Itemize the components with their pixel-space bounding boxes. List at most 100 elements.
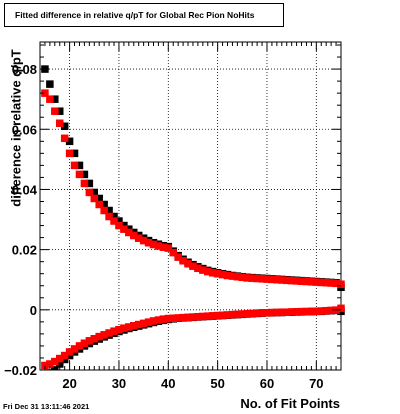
data-point [233, 272, 242, 281]
data-point [55, 119, 64, 127]
data-point [179, 313, 187, 322]
data-point [258, 309, 266, 317]
x-axis-label: No. of Fit Points [240, 396, 340, 411]
data-point [95, 194, 103, 203]
data-point [327, 279, 335, 287]
data-point [184, 260, 192, 268]
data-point [55, 107, 64, 115]
data-point [110, 327, 118, 335]
data-point [312, 307, 321, 316]
data-point [174, 314, 182, 322]
data-point [213, 269, 222, 278]
data-point [199, 266, 207, 274]
data-point [164, 244, 173, 252]
data-points [41, 65, 345, 370]
data-point [204, 312, 212, 320]
data-point [184, 313, 192, 322]
data-point [90, 194, 99, 203]
data-point [46, 360, 54, 368]
x-tick-label: 70 [309, 376, 323, 391]
data-point [149, 317, 158, 325]
data-point [194, 264, 202, 273]
data-point [164, 314, 173, 323]
data-point [41, 89, 49, 97]
data-point [238, 273, 247, 282]
y-tick-label: 0 [30, 303, 37, 318]
data-point [75, 161, 84, 170]
data-point [218, 311, 227, 319]
data-point [60, 134, 69, 143]
data-point [253, 274, 261, 283]
data-point [213, 311, 222, 320]
data-point [248, 274, 256, 282]
data-point [130, 231, 138, 240]
data-point [179, 257, 187, 265]
data-point [282, 308, 291, 316]
y-axis-label: difference in relative q/pT [8, 49, 24, 207]
data-point [41, 361, 49, 370]
data-point [115, 221, 123, 230]
data-point [287, 276, 296, 285]
tick-labels: 20 30 40 50 60 70 −0.02 0 0.02 0.04 0.06 0.08 [4, 62, 323, 391]
data-point [194, 312, 202, 321]
data-point [297, 277, 306, 285]
data-point [169, 248, 177, 257]
data-point [95, 332, 103, 341]
data-point [105, 206, 113, 215]
data-point [218, 270, 227, 279]
y-tick-label: −0.02 [4, 363, 37, 378]
data-point [268, 275, 276, 284]
data-point [125, 228, 133, 237]
y-tick-label: 0.08 [12, 62, 37, 77]
data-point [100, 331, 108, 339]
data-point [258, 275, 266, 283]
data-point [302, 307, 311, 316]
data-point [282, 276, 291, 285]
data-point [100, 206, 108, 215]
data-point [70, 149, 79, 158]
data-point [134, 234, 143, 242]
data-point [139, 319, 148, 328]
data-point [80, 179, 89, 188]
data-point [51, 357, 59, 366]
data-point [51, 95, 59, 103]
data-point [292, 277, 301, 285]
chart-title: Fitted difference in relative q/pT for G… [4, 3, 284, 27]
data-point [287, 308, 296, 316]
data-point [332, 279, 340, 288]
data-point [292, 308, 301, 316]
data-point [243, 274, 251, 282]
data-point [110, 217, 118, 225]
data-point [149, 240, 158, 249]
x-tick-label: 50 [210, 376, 224, 391]
data-point [169, 314, 177, 322]
data-point [80, 339, 89, 347]
x-tick-label: 30 [112, 376, 126, 391]
data-point [75, 170, 84, 179]
data-point [60, 355, 69, 364]
data-point [208, 312, 217, 320]
data-point [55, 360, 64, 368]
data-point [273, 308, 281, 317]
data-point [278, 276, 286, 284]
data-point [174, 253, 182, 261]
data-point [307, 278, 316, 286]
data-point [327, 306, 335, 315]
data-point [65, 348, 74, 356]
data-point [159, 243, 168, 251]
data-point [154, 316, 163, 324]
data-point [144, 238, 153, 247]
data-point [337, 304, 345, 313]
data-point [317, 278, 326, 287]
data-point [75, 342, 84, 350]
data-point [90, 334, 99, 343]
data-point [248, 309, 256, 318]
data-point [223, 271, 232, 280]
data-point [65, 149, 74, 158]
data-point [70, 345, 79, 353]
data-point [278, 308, 286, 316]
data-point [144, 318, 153, 326]
x-tick-label: 60 [260, 376, 274, 391]
data-point [263, 309, 271, 317]
data-point [297, 307, 306, 316]
